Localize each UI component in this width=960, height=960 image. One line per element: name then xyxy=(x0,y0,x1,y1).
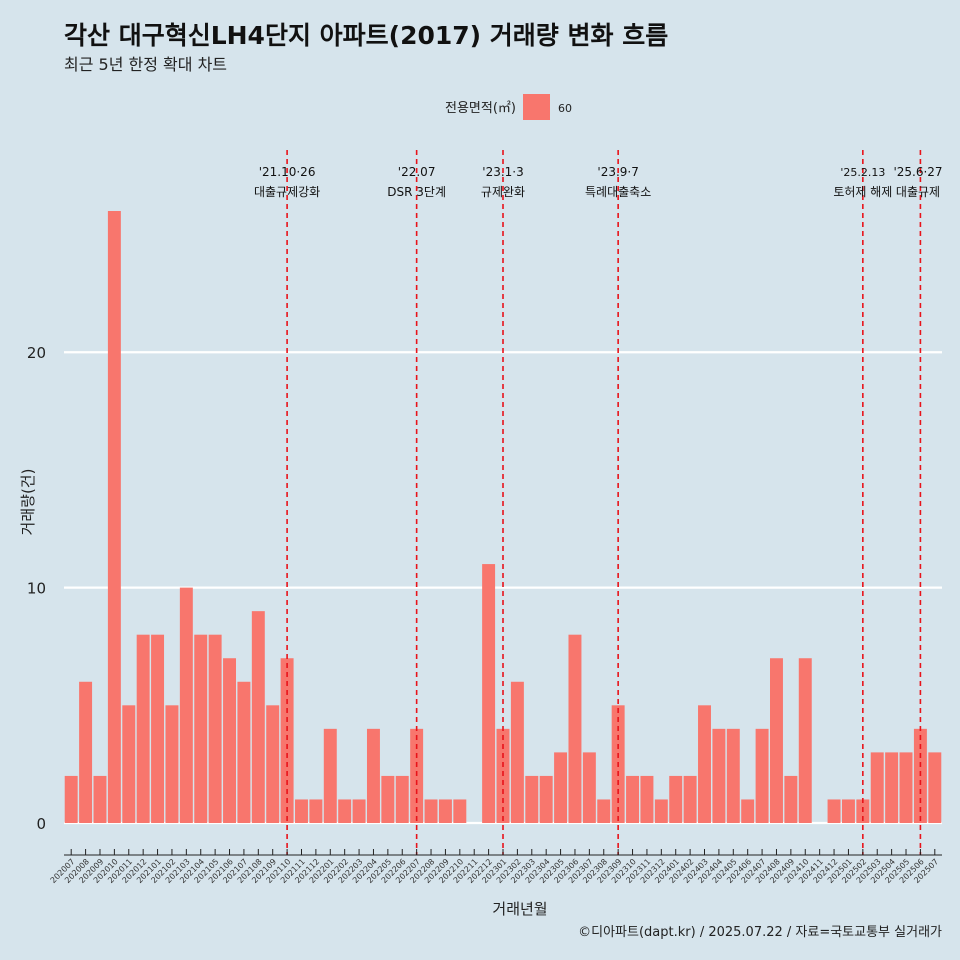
bar-202103 xyxy=(179,587,193,823)
bar-202404 xyxy=(712,728,726,823)
legend-swatch xyxy=(523,94,550,120)
chart-title: 각산 대구혁신LH4단지 아파트(2017) 거래량 변화 흐름 xyxy=(64,21,668,50)
event-date-label: '23.1·3 xyxy=(482,165,523,179)
event-name-label: 대출규제 xyxy=(896,185,940,199)
bar-202312 xyxy=(654,799,668,823)
bar-202204 xyxy=(366,728,380,823)
event-name-label: 규제완화 xyxy=(481,185,525,199)
bar-202205 xyxy=(381,775,395,823)
event-name-label: DSR 3단계 xyxy=(387,185,446,199)
bar-202302 xyxy=(510,681,524,823)
y-axis-title: 거래량(건) xyxy=(19,469,37,536)
event-date-label: '21.10·26 xyxy=(259,165,316,179)
bar-202206 xyxy=(395,775,409,823)
bar-202410 xyxy=(798,658,812,823)
bar-202407 xyxy=(755,728,769,823)
bar-202009 xyxy=(93,775,107,823)
legend-title: 전용면적(㎡) xyxy=(445,101,516,116)
bar-202209 xyxy=(438,799,452,823)
bar-202203 xyxy=(352,799,366,823)
x-axis-title: 거래년월 xyxy=(492,900,547,918)
bar-202007 xyxy=(64,775,78,823)
bar-202403 xyxy=(698,705,711,823)
bar-202202 xyxy=(338,799,352,823)
bars xyxy=(64,211,942,823)
bar-202105 xyxy=(208,634,222,823)
bar-202106 xyxy=(223,658,237,823)
event-name-label: 대출규제강화 xyxy=(254,185,320,199)
bar-202307 xyxy=(582,752,596,823)
event-date-label: '25.2.13 xyxy=(840,166,885,179)
bar-202402 xyxy=(683,775,697,823)
bar-202210 xyxy=(453,799,467,823)
bar-202405 xyxy=(726,728,740,823)
bar-202408 xyxy=(769,658,783,823)
event-name-label: 특례대출축소 xyxy=(585,185,651,199)
bar-202101 xyxy=(151,634,165,823)
annotations: '21.10·26 대출규제강화 '22.07 DSR 3단계 '23.1·3 규제완화 '… xyxy=(254,150,943,855)
bar-202110 xyxy=(280,658,294,823)
bar-202208 xyxy=(424,799,438,823)
x-axis: 2020072020082020092020102020112020122021… xyxy=(49,849,942,885)
y-axis: 0 10 20 xyxy=(27,344,46,833)
y-tick-label: 0 xyxy=(36,815,46,833)
bar-202306 xyxy=(568,634,582,823)
bar-202304 xyxy=(539,775,553,823)
event-date-label: '22.07 xyxy=(398,165,436,179)
bar-202305 xyxy=(554,752,568,823)
bar-202406 xyxy=(741,799,755,823)
bar-202501 xyxy=(841,799,855,823)
y-tick-label: 10 xyxy=(27,580,46,598)
bar-202505 xyxy=(899,752,913,823)
bar-202507 xyxy=(928,752,942,823)
bar-202010 xyxy=(107,211,121,823)
y-tick-label: 20 xyxy=(27,344,46,362)
bar-202108 xyxy=(251,611,265,823)
event-date-label: '25.6·27 xyxy=(893,165,942,179)
bar-202308 xyxy=(597,799,611,823)
bar-202107 xyxy=(237,681,251,823)
bar-202409 xyxy=(784,775,798,823)
legend-label: 60 xyxy=(558,102,572,115)
event-date-label: '23.9·7 xyxy=(597,165,638,179)
source-caption: ©디아파트(dapt.kr) / 2025.07.22 / 자료=국토교통부 실… xyxy=(578,925,942,940)
bar-202401 xyxy=(669,775,683,823)
bar-202303 xyxy=(525,775,539,823)
bar-202311 xyxy=(640,775,654,823)
event-name-label: 토허제 해제 xyxy=(833,185,892,199)
bar-202008 xyxy=(79,681,93,823)
bar-202112 xyxy=(309,799,323,823)
bar-202503 xyxy=(870,752,884,823)
bar-202012 xyxy=(136,634,150,823)
bar-202412 xyxy=(827,799,841,823)
bar-202104 xyxy=(194,634,208,823)
bar-202111 xyxy=(295,799,308,823)
bar-202109 xyxy=(266,705,280,823)
bar-202011 xyxy=(122,705,136,823)
bar-202102 xyxy=(165,705,179,823)
bar-202212 xyxy=(482,564,496,823)
legend: 전용면적(㎡) 60 xyxy=(445,94,572,120)
bar-202310 xyxy=(626,775,640,823)
bar-202201 xyxy=(323,728,337,823)
chart-subtitle: 최근 5년 한정 확대 차트 xyxy=(64,55,227,74)
bar-202504 xyxy=(885,752,899,823)
